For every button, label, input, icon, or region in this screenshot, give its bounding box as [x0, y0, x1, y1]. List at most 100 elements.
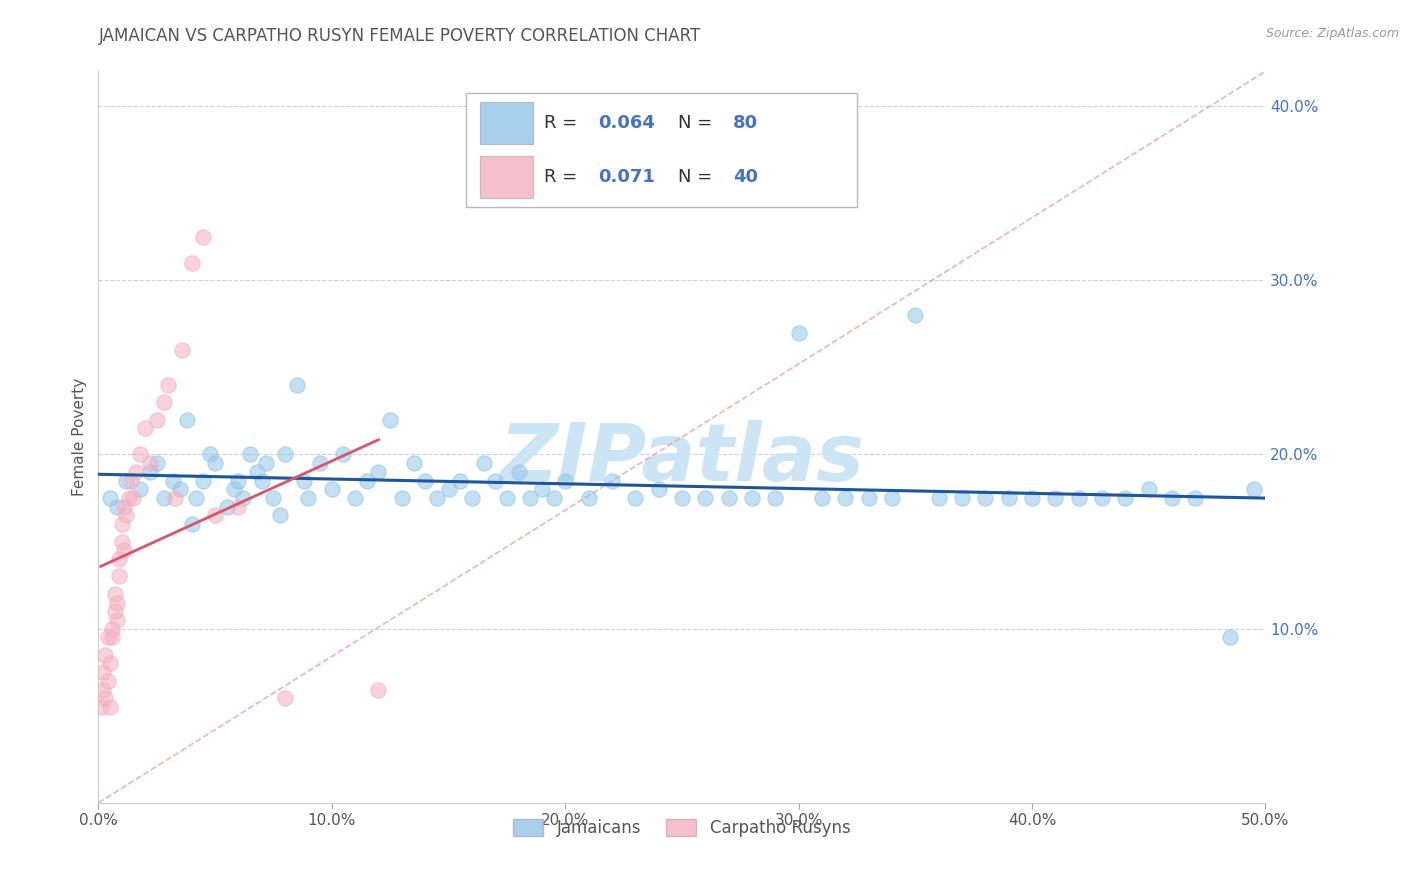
Point [120, 474, 142, 488]
Point [741, 491, 763, 505]
FancyBboxPatch shape [465, 94, 858, 207]
Text: R =: R = [544, 168, 583, 186]
Point [256, 456, 278, 470]
Point [834, 491, 856, 505]
Point [461, 491, 484, 505]
Point [139, 456, 162, 470]
Point [402, 456, 425, 470]
Point [115, 474, 138, 488]
Point [101, 631, 124, 645]
Text: 40: 40 [734, 168, 758, 186]
Point [332, 448, 354, 462]
Point [108, 552, 131, 566]
Point [1114, 491, 1136, 505]
Point [274, 448, 297, 462]
Point [193, 474, 215, 488]
Text: Source: ZipAtlas.com: Source: ZipAtlas.com [1265, 27, 1399, 40]
Point [146, 412, 169, 426]
Point [97, 631, 120, 645]
Point [858, 491, 880, 505]
Point [193, 229, 215, 244]
Point [157, 377, 180, 392]
Point [437, 483, 460, 497]
Point [129, 448, 152, 462]
Point [763, 491, 786, 505]
Point [344, 491, 367, 505]
Point [543, 491, 565, 505]
Point [449, 474, 471, 488]
Point [717, 491, 740, 505]
Point [367, 465, 389, 479]
Point [112, 500, 135, 514]
Point [309, 456, 332, 470]
Point [367, 682, 389, 697]
Text: 0.071: 0.071 [598, 168, 655, 186]
Point [146, 456, 169, 470]
Point [129, 483, 152, 497]
Point [1137, 483, 1160, 497]
Point [98, 491, 121, 505]
Point [101, 622, 124, 636]
Point [519, 491, 541, 505]
Point [108, 569, 131, 583]
Point [204, 508, 226, 523]
Point [262, 491, 284, 505]
Text: N =: N = [679, 168, 718, 186]
Point [246, 465, 269, 479]
Point [1021, 491, 1043, 505]
Point [950, 491, 973, 505]
FancyBboxPatch shape [479, 156, 533, 198]
Point [125, 465, 148, 479]
Point [904, 308, 927, 322]
Point [98, 657, 121, 671]
Point [578, 491, 600, 505]
Point [1091, 491, 1114, 505]
Point [356, 474, 378, 488]
Point [391, 491, 413, 505]
Point [111, 534, 134, 549]
Point [98, 700, 121, 714]
Point [484, 474, 506, 488]
Point [122, 491, 145, 505]
Point [997, 491, 1019, 505]
Point [228, 500, 250, 514]
Point [508, 465, 530, 479]
Point [1045, 491, 1067, 505]
Text: 0.064: 0.064 [598, 114, 655, 132]
Point [413, 474, 436, 488]
Point [285, 377, 308, 392]
Point [472, 456, 495, 470]
Point [1219, 631, 1241, 645]
Point [94, 691, 117, 706]
Point [880, 491, 903, 505]
Y-axis label: Female Poverty: Female Poverty [72, 378, 87, 496]
Point [180, 256, 202, 270]
Text: R =: R = [544, 114, 583, 132]
Point [1067, 491, 1090, 505]
Point [274, 691, 297, 706]
Point [104, 604, 127, 618]
Point [90, 700, 112, 714]
Point [426, 491, 449, 505]
Point [496, 491, 519, 505]
Point [165, 491, 187, 505]
Point [1243, 483, 1265, 497]
Point [269, 508, 291, 523]
Point [180, 517, 202, 532]
Point [105, 613, 128, 627]
Point [204, 456, 226, 470]
Text: JAMAICAN VS CARPATHO RUSYN FEMALE POVERTY CORRELATION CHART: JAMAICAN VS CARPATHO RUSYN FEMALE POVERT… [98, 27, 700, 45]
Point [152, 395, 174, 409]
Point [200, 448, 222, 462]
Point [292, 474, 315, 488]
Point [624, 491, 647, 505]
Point [380, 412, 402, 426]
Point [1161, 491, 1184, 505]
Point [695, 491, 717, 505]
Point [186, 491, 208, 505]
Point [176, 412, 198, 426]
Point [671, 491, 693, 505]
Text: 80: 80 [734, 114, 758, 132]
Point [232, 491, 254, 505]
Point [118, 491, 141, 505]
